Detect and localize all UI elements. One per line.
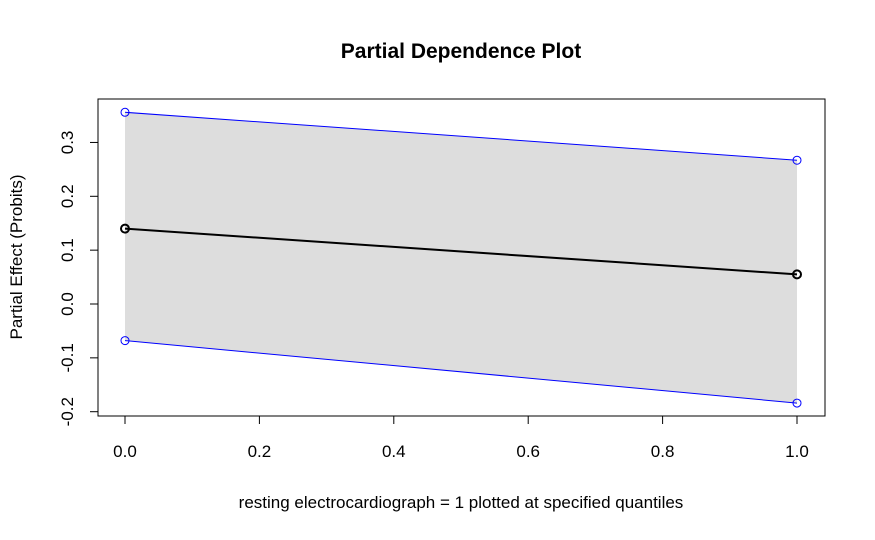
x-tick-label: 0.4 — [382, 442, 406, 461]
upper-line — [124, 111, 798, 161]
x-tick-label: 0.6 — [516, 442, 540, 461]
y-axis: -0.2 -0.1 0.0 0.1 0.2 0.3 — [58, 131, 99, 426]
confidence-band — [125, 112, 797, 404]
y-tick-label: -0.1 — [58, 343, 77, 372]
estimate-line — [124, 227, 798, 276]
y-tick-label: 0.1 — [58, 238, 77, 262]
x-axis-label: resting electrocardiograph = 1 plotted a… — [239, 493, 684, 512]
lower-line — [124, 340, 798, 404]
upper-point — [120, 107, 130, 117]
y-axis-label: Partial Effect (Probits) — [7, 174, 26, 339]
x-tick-label: 1.0 — [785, 442, 809, 461]
estimate-point — [120, 223, 130, 234]
chart-title: Partial Dependence Plot — [341, 40, 581, 63]
y-tick-label: 0.0 — [58, 292, 77, 316]
lower-point — [792, 398, 802, 408]
lower-point — [120, 336, 130, 346]
x-axis: 0.0 0.2 0.4 0.6 0.8 1.0 — [113, 415, 809, 461]
estimate-point — [792, 269, 802, 280]
x-tick-label: 0.0 — [113, 442, 137, 461]
upper-point — [792, 155, 802, 165]
y-tick-label: 0.3 — [58, 131, 77, 155]
x-tick-label: 0.2 — [248, 442, 272, 461]
y-tick-label: 0.2 — [58, 184, 77, 208]
x-tick-label: 0.8 — [651, 442, 675, 461]
plot-area — [120, 107, 802, 408]
y-tick-label: -0.2 — [58, 397, 77, 426]
